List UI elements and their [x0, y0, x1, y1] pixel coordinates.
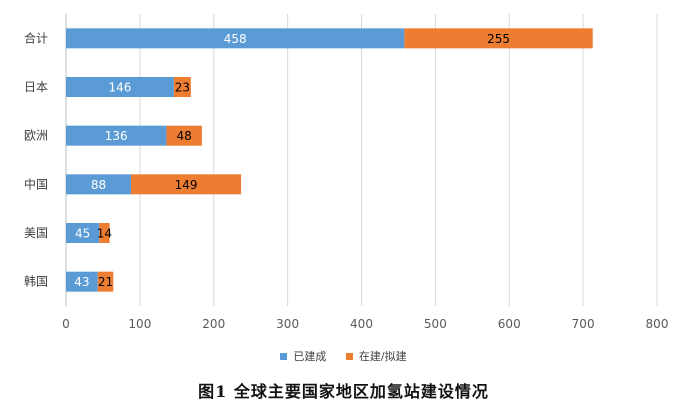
- gridlines: [65, 14, 658, 306]
- category-label: 合计: [24, 30, 48, 45]
- x-tick-label: 500: [424, 317, 447, 331]
- category-label: 欧洲: [24, 129, 48, 143]
- data-label: 48: [177, 129, 192, 143]
- bar-built: [66, 271, 98, 292]
- data-label: 255: [487, 32, 510, 46]
- category-label: 日本: [24, 80, 48, 94]
- bar-built: [66, 77, 174, 97]
- data-label: 21: [98, 275, 113, 289]
- bar-built: [66, 28, 405, 49]
- legend-swatch-planned: [345, 352, 353, 360]
- data-label: 146: [108, 81, 131, 95]
- data-label: 458: [224, 32, 247, 46]
- legend: 已建成 在建/拟建: [0, 348, 687, 364]
- data-label: 88: [91, 178, 106, 192]
- category-label: 韩国: [24, 274, 48, 289]
- data-label: 23: [175, 81, 190, 95]
- x-tick-label: 600: [498, 317, 521, 331]
- bars: 458 255 146 23 136 48 88 149 45 14 43 21: [66, 28, 593, 292]
- x-tick-label: 800: [646, 317, 669, 331]
- data-label: 136: [105, 129, 128, 143]
- data-label: 149: [175, 178, 198, 192]
- data-label: 14: [97, 227, 112, 241]
- x-tick-label: 0: [62, 317, 70, 331]
- legend-label-built: 已建成: [293, 350, 327, 363]
- bar-built: [66, 174, 132, 195]
- legend-label-planned: 在建/拟建: [358, 350, 407, 363]
- bar-built: [66, 125, 167, 146]
- legend-swatch-built: [280, 352, 288, 360]
- x-tick-labels: 0 100 200 300 400 500 600 700 800: [62, 317, 668, 331]
- category-label: 美国: [24, 226, 48, 240]
- legend-item-built: 已建成: [280, 348, 326, 364]
- bar-planned: [99, 223, 110, 243]
- legend-item-planned: 在建/拟建: [345, 348, 407, 364]
- category-label: 中国: [24, 176, 48, 191]
- x-tick-label: 400: [350, 317, 373, 331]
- data-label: 45: [75, 227, 90, 241]
- bar-planned: [131, 174, 242, 195]
- x-tick-label: 700: [572, 317, 595, 331]
- bar-planned: [97, 271, 114, 292]
- x-tick-label: 100: [128, 317, 151, 331]
- data-label: 43: [74, 275, 89, 289]
- figure-caption: 图1 全球主要国家地区加氢站建设情况: [198, 382, 489, 401]
- x-tick-label: 300: [276, 317, 299, 331]
- bar-built: [66, 223, 100, 243]
- x-tick-label: 200: [202, 317, 225, 331]
- bar-planned: [166, 125, 202, 146]
- bar-planned: [404, 28, 593, 49]
- bar-planned: [173, 77, 191, 97]
